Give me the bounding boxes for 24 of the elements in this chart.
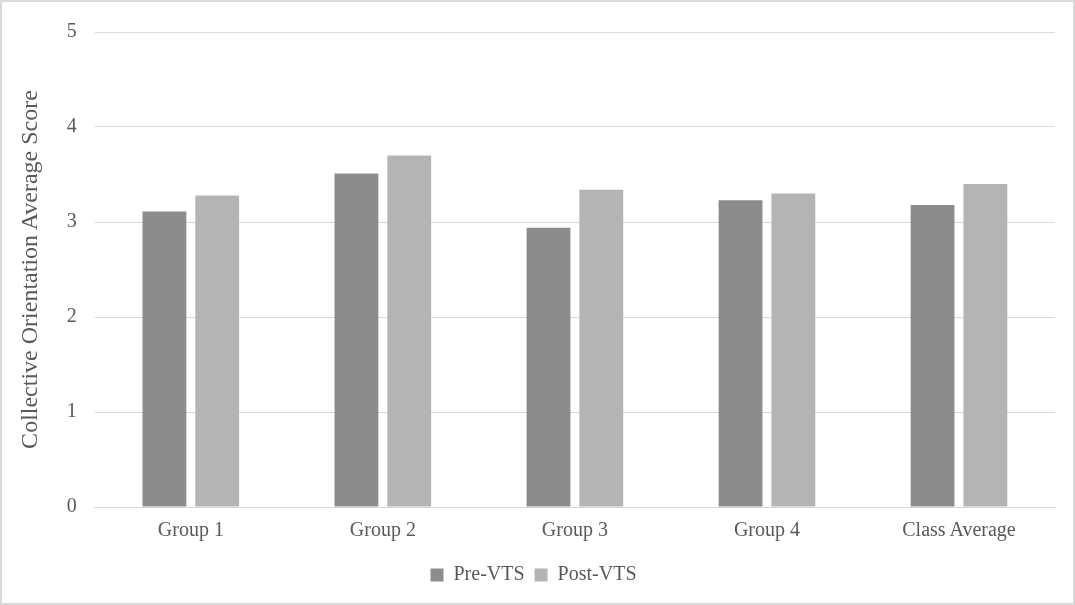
y-tick-label: 4	[66, 114, 77, 137]
legend-label: Pre-VTS	[453, 562, 525, 585]
bar	[195, 195, 240, 507]
bar	[526, 227, 571, 507]
legend-label: Post-VTS	[557, 562, 637, 585]
x-tick-label: Group 3	[541, 518, 608, 542]
bar	[334, 173, 379, 507]
bar	[142, 211, 187, 507]
x-tick-label: Group 1	[157, 518, 224, 542]
y-tick-label: 0	[66, 494, 77, 517]
x-tick-label: Class Average	[902, 518, 1016, 542]
bar	[771, 193, 816, 507]
bar	[579, 189, 624, 507]
bar	[718, 200, 763, 507]
bar	[387, 155, 432, 507]
y-tick-label: 5	[66, 19, 77, 42]
y-tick-label: 2	[66, 304, 77, 327]
y-tick-label: 3	[66, 209, 77, 232]
bar	[910, 204, 955, 507]
x-tick-label: Group 4	[733, 518, 800, 542]
y-axis-title: Collective Orientation Average Score	[15, 90, 42, 449]
y-tick-label: 1	[66, 399, 77, 422]
x-tick-label: Group 2	[349, 518, 416, 542]
bar	[963, 184, 1008, 507]
